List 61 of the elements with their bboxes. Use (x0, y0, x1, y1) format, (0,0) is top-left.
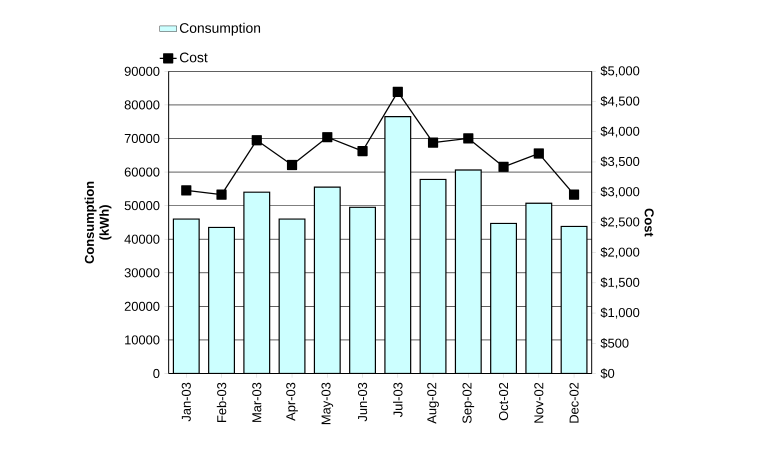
x-tick-label: Nov-02 (534, 383, 544, 423)
y2-tick-label: $500 (600, 338, 629, 349)
x-tick-label: Mar-03 (252, 382, 262, 422)
y2-tick-label: $3,500 (600, 156, 640, 168)
y-tick-label: 60000 (124, 168, 160, 177)
y2-tick-label: $4,500 (600, 96, 640, 108)
point (286, 160, 298, 170)
y2-tick-label: $2,000 (600, 247, 640, 258)
y2-axis-title: Cost (644, 208, 654, 237)
y-tick-label: 0 (153, 369, 160, 378)
x-tick-label: Jul-03 (393, 382, 403, 418)
point (534, 148, 544, 159)
y-axis-title: Consumption (kWh) (84, 182, 112, 264)
bar (525, 202, 552, 374)
bar (314, 186, 341, 374)
x-tick-label: Sep-02 (462, 383, 474, 424)
y-tick-label: 70000 (124, 134, 160, 144)
bar (420, 179, 447, 374)
bar (208, 227, 235, 374)
y-tick-label: 80000 (124, 100, 160, 110)
bar (243, 192, 270, 374)
point (568, 190, 580, 200)
point (428, 138, 438, 148)
y2-tick-label: $5,000 (600, 66, 640, 78)
y2-tick-label: $3,000 (600, 186, 640, 198)
y2-tick-label: $1,000 (600, 308, 640, 319)
y-tick-label: 20000 (124, 302, 160, 312)
x-tick-label: May-03 (321, 382, 334, 424)
y2-tick-label: $4,000 (600, 126, 640, 138)
x-tick-label: Oct-02 (498, 383, 508, 420)
y2-tick-label: $2,500 (600, 217, 640, 228)
x-tick-label: Apr-03 (286, 382, 298, 422)
x-tick-label: Jan-03 (182, 382, 191, 422)
point (392, 86, 403, 98)
y-tick-label: 30000 (124, 268, 160, 278)
x-tick-label: Dec-02 (570, 383, 579, 423)
y-tick-label: 50000 (124, 201, 160, 210)
point (216, 190, 227, 200)
x-tick-label: Aug-02 (427, 383, 439, 424)
point (498, 162, 509, 172)
x-tick-label: Jun-03 (358, 382, 368, 422)
y2-tick-label: $1,500 (600, 277, 640, 289)
y-tick-label: 10000 (125, 336, 160, 345)
bar (172, 218, 200, 374)
point (252, 135, 262, 146)
point (181, 185, 192, 196)
point (463, 134, 474, 144)
bar (560, 226, 588, 374)
bar (278, 218, 306, 374)
legend-label: Cost (180, 52, 208, 63)
point (322, 132, 332, 142)
y2-tick-label: $0 (600, 368, 614, 379)
bar (384, 116, 412, 374)
y-tick-label: 90000 (124, 66, 160, 76)
y-tick-label: 40000 (124, 234, 160, 244)
bar (349, 206, 376, 374)
bar (490, 223, 518, 374)
legend-label: Consumption (180, 22, 260, 36)
point (357, 146, 368, 156)
x-tick-label: Feb-03 (216, 382, 226, 422)
bar (454, 170, 482, 374)
